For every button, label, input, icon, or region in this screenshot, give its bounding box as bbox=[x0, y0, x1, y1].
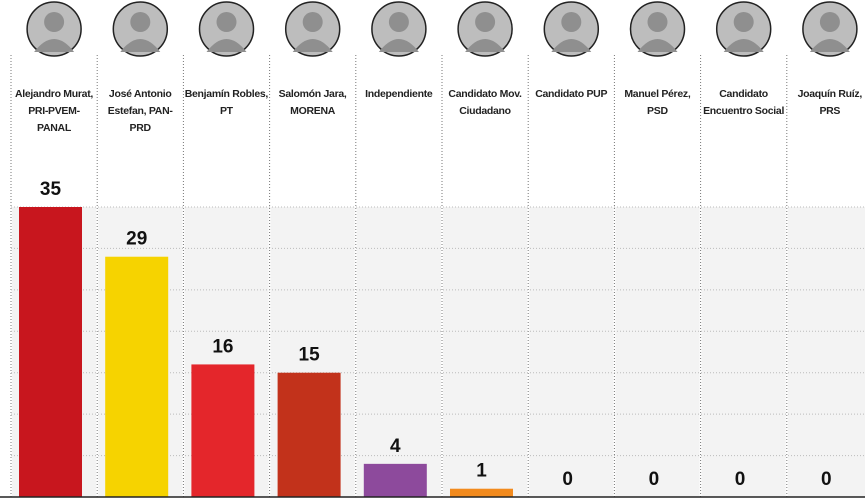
value-label: 4 bbox=[390, 436, 401, 457]
bar bbox=[19, 207, 82, 497]
value-label: 1 bbox=[476, 461, 487, 482]
category-label: Candidato PUP bbox=[535, 88, 608, 100]
photo-head bbox=[561, 12, 582, 32]
category-label: Salomón Jara, MORENA bbox=[278, 88, 347, 117]
value-label: 0 bbox=[821, 469, 832, 490]
column-bg bbox=[701, 207, 786, 497]
photo-head bbox=[388, 12, 409, 32]
value-label: 15 bbox=[299, 345, 321, 366]
column-bg bbox=[615, 207, 700, 497]
photo-body bbox=[809, 39, 850, 52]
value-label: 0 bbox=[735, 469, 746, 490]
value-label: 29 bbox=[126, 229, 147, 250]
category-label: Candidato Encuentro Social bbox=[703, 88, 785, 117]
value-label: 16 bbox=[212, 336, 233, 357]
photo-body bbox=[378, 39, 419, 52]
column-bg bbox=[529, 207, 614, 497]
photo-head bbox=[475, 12, 496, 32]
photo-head bbox=[130, 12, 151, 32]
value-label: 0 bbox=[562, 469, 573, 490]
photo-head bbox=[44, 12, 65, 32]
column-bg bbox=[443, 207, 528, 497]
photo-body bbox=[637, 39, 678, 52]
category-label: Alejandro Murat, PRI-PVEM-PANAL bbox=[14, 88, 94, 134]
category-label: Candidato Mov. Ciudadano bbox=[448, 88, 522, 117]
bar bbox=[277, 372, 341, 497]
bar bbox=[191, 364, 255, 497]
category-label: Joaquín Ruíz, PRS bbox=[797, 88, 863, 117]
photo-head bbox=[819, 12, 840, 32]
photo-head bbox=[733, 12, 754, 32]
photo-body bbox=[292, 39, 333, 52]
column-bg bbox=[787, 207, 865, 497]
category-label: José Antonio Estefan, PAN-PRD bbox=[107, 88, 173, 134]
photo-head bbox=[647, 12, 668, 32]
photo-body bbox=[465, 39, 506, 52]
bar bbox=[450, 488, 513, 497]
value-label: 35 bbox=[40, 179, 62, 200]
category-label: Independiente bbox=[365, 88, 433, 100]
bar bbox=[363, 463, 427, 497]
photo-head bbox=[216, 12, 237, 32]
category-label: Benjamín Robles, PT bbox=[184, 88, 269, 117]
photo-body bbox=[34, 39, 75, 52]
bar bbox=[105, 256, 169, 497]
photo-body bbox=[120, 39, 161, 52]
photo-head bbox=[302, 12, 323, 32]
category-label: Manuel Pérez, PSD bbox=[624, 88, 691, 117]
value-label: 0 bbox=[649, 469, 660, 490]
photo-body bbox=[551, 39, 592, 52]
photo-body bbox=[206, 39, 247, 52]
column-bg bbox=[356, 207, 441, 497]
photo-body bbox=[723, 39, 764, 52]
